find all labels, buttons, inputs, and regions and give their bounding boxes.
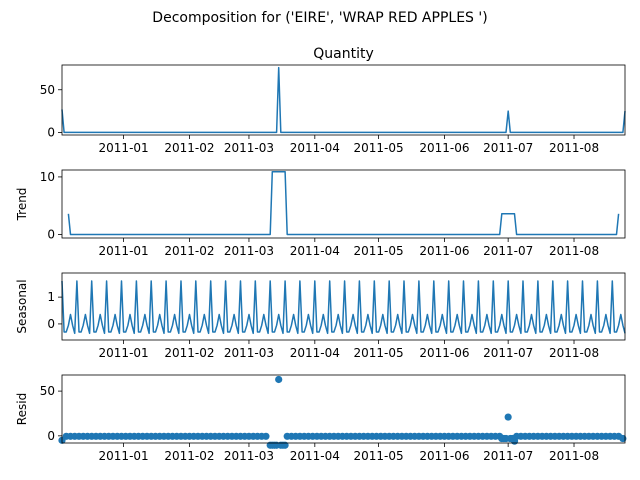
y-tick-label: 50	[40, 83, 55, 97]
x-tick-label: 2011-07	[483, 244, 533, 258]
x-tick-label: 2011-04	[290, 141, 340, 155]
x-tick-label: 2011-01	[99, 141, 149, 155]
resid-point	[510, 437, 519, 445]
x-tick-label: 2011-04	[290, 346, 340, 360]
series-line	[61, 66, 626, 134]
x-tick-label: 2011-03	[224, 141, 274, 155]
figure-suptitle: Decomposition for ('EIRE', 'WRAP RED APP…	[152, 10, 487, 26]
x-tick-label: 2011-06	[419, 449, 469, 463]
x-tick-label: 2011-04	[290, 449, 340, 463]
x-tick-label: 2011-03	[224, 346, 274, 360]
x-tick-label: 2011-06	[419, 244, 469, 258]
x-tick-label: 2011-02	[164, 141, 214, 155]
y-tick-label: 0	[47, 429, 55, 443]
x-tick-label: 2011-01	[99, 346, 149, 360]
y-axis-label: Trend	[15, 188, 29, 222]
x-tick-label: 2011-02	[164, 244, 214, 258]
y-tick-label: 0	[47, 125, 55, 139]
axes-frame	[61, 374, 626, 444]
x-tick-label: 2011-03	[224, 449, 274, 463]
y-tick-label: 0	[47, 228, 55, 242]
x-tick-label: 2011-04	[290, 244, 340, 258]
x-tick-label: 2011-02	[164, 346, 214, 360]
x-tick-label: 2011-03	[224, 244, 274, 258]
series-line	[61, 280, 626, 335]
y-axis-label: Seasonal	[15, 279, 29, 333]
x-tick-label: 2011-05	[353, 346, 403, 360]
x-tick-label: 2011-05	[353, 244, 403, 258]
x-tick-label: 2011-08	[549, 346, 599, 360]
x-tick-label: 2011-07	[483, 346, 533, 360]
y-tick-label: 0	[47, 317, 55, 331]
x-tick-label: 2011-02	[164, 449, 214, 463]
x-tick-label: 2011-07	[483, 141, 533, 155]
x-tick-label: 2011-08	[549, 244, 599, 258]
y-tick-label: 1	[47, 290, 55, 304]
y-tick-label: 10	[40, 170, 55, 184]
resid-point	[262, 432, 270, 440]
axes-frame	[61, 169, 626, 239]
x-tick-label: 2011-06	[419, 346, 469, 360]
x-tick-label: 2011-05	[353, 141, 403, 155]
x-tick-label: 2011-07	[483, 449, 533, 463]
resid-point	[275, 375, 283, 384]
axes-frame	[61, 272, 626, 341]
resid-point	[281, 441, 289, 449]
series-line	[67, 170, 620, 236]
panel-title: Quantity	[313, 46, 374, 62]
resid-point	[504, 413, 512, 421]
y-axis-label: Resid	[15, 393, 29, 425]
x-tick-label: 2011-08	[549, 449, 599, 463]
axes-frame	[61, 64, 626, 136]
x-tick-label: 2011-01	[99, 244, 149, 258]
x-tick-label: 2011-01	[99, 449, 149, 463]
x-tick-label: 2011-05	[353, 449, 403, 463]
y-tick-label: 50	[40, 384, 55, 398]
x-tick-label: 2011-06	[419, 141, 469, 155]
x-tick-label: 2011-08	[549, 141, 599, 155]
